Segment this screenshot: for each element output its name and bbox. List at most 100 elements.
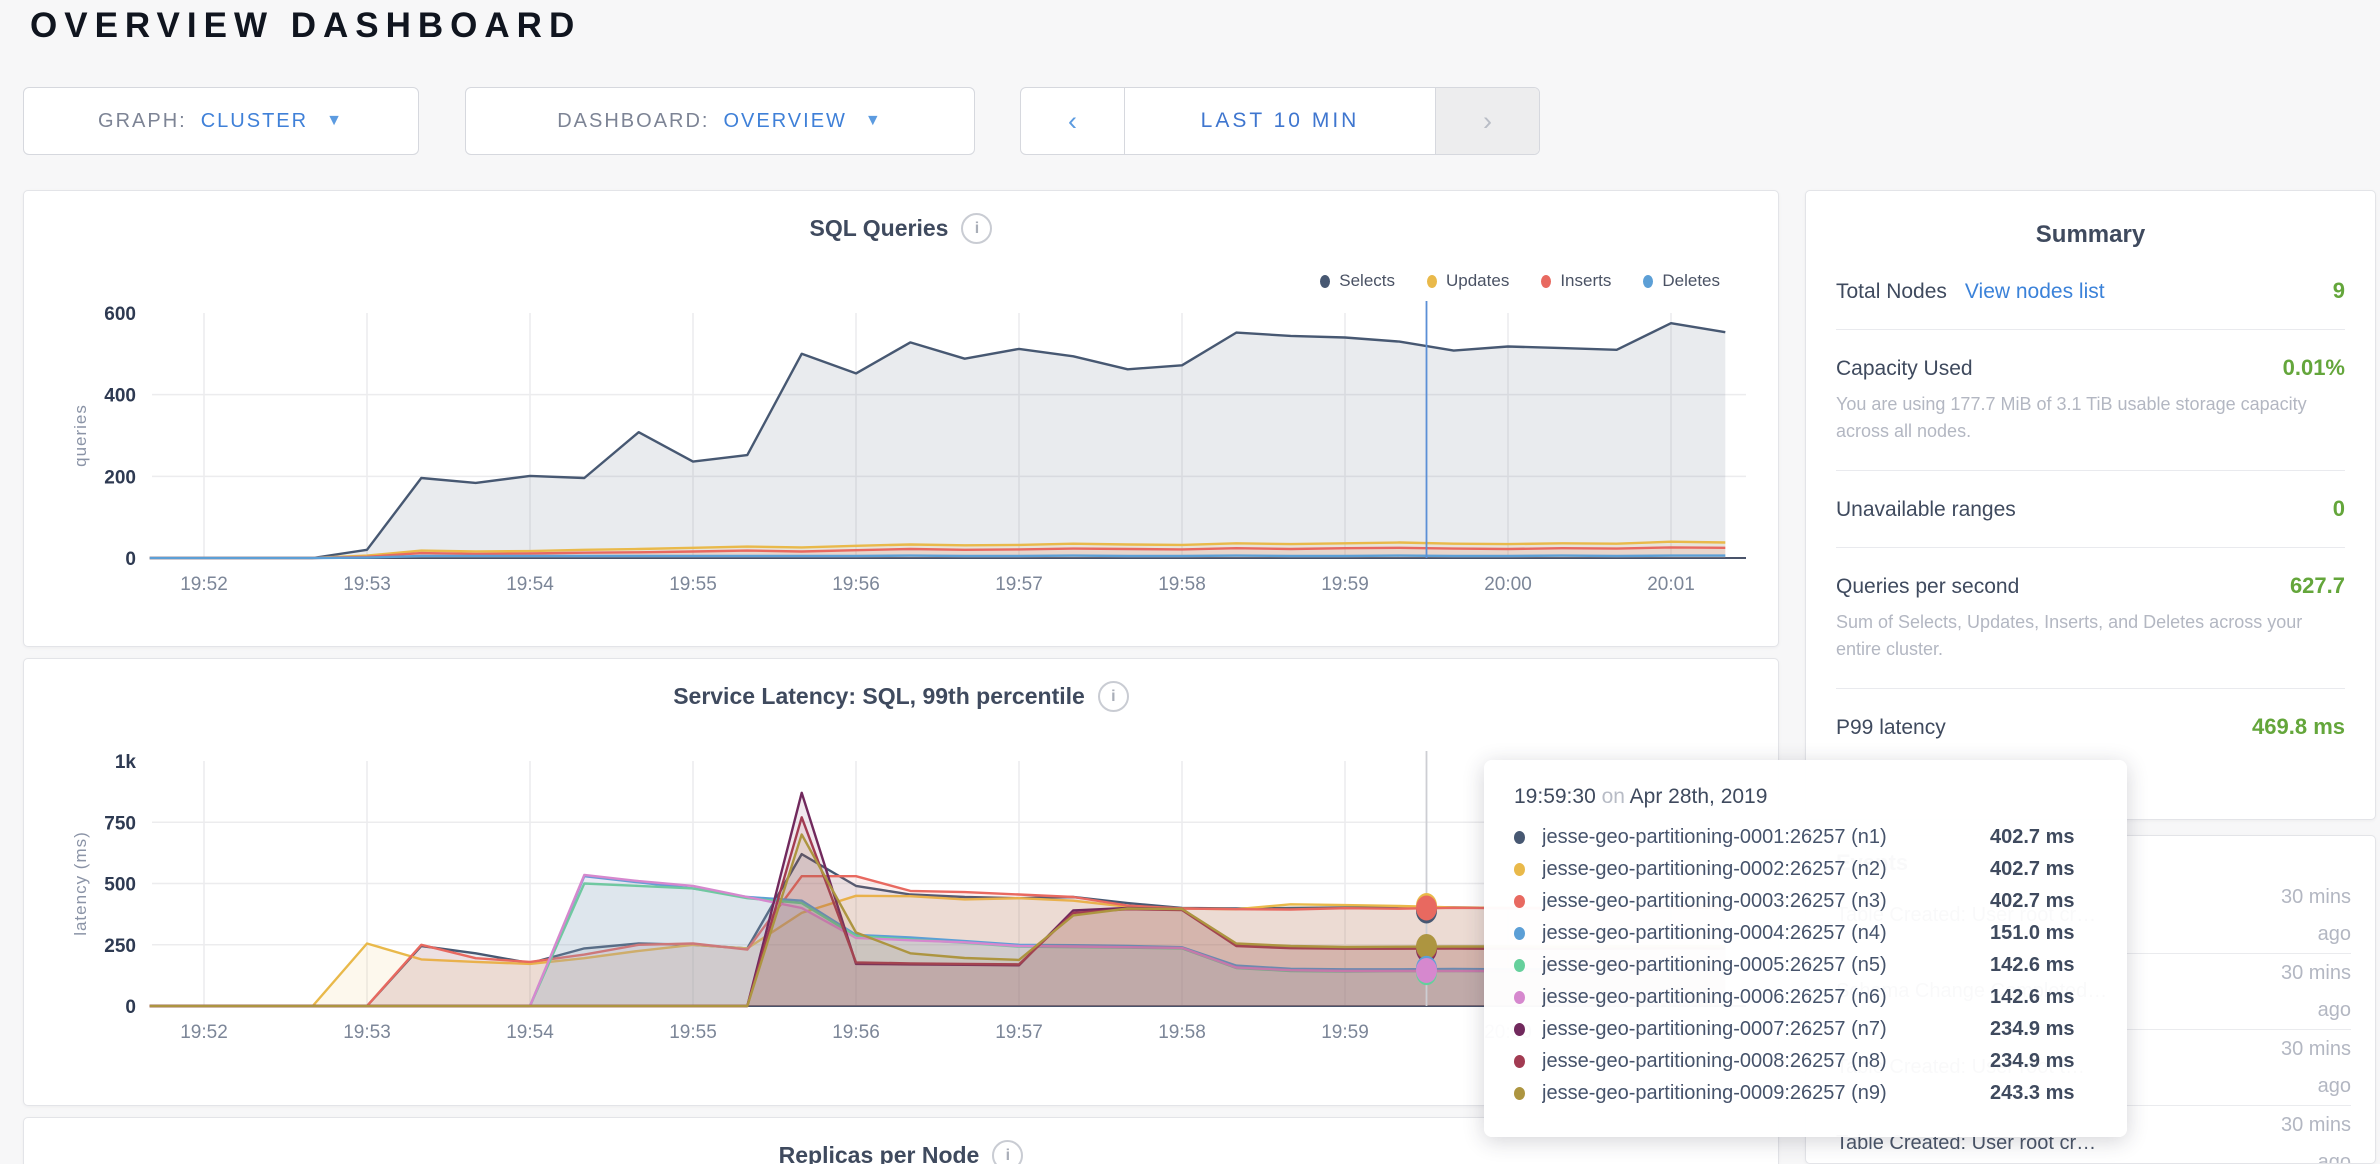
info-icon[interactable]: i <box>1097 681 1129 712</box>
x-tick-label: 19:56 <box>832 1022 880 1043</box>
legend-item-deletes[interactable]: Deletes <box>1643 271 1720 291</box>
tooltip-rows: jesse-geo-partitioning-0001:26257 (n1) 40… <box>1514 821 2097 1109</box>
view-nodes-list-link[interactable]: View nodes list <box>1964 280 2105 303</box>
legend-item-inserts[interactable]: Inserts <box>1541 271 1611 291</box>
summary-row: Total Nodes View nodes list 9 <box>1836 253 2345 330</box>
service-latency-chart[interactable]: 19:52 19:53 19:54 19:55 19:56 19:57 19:58 19:59… <box>24 659 1780 1107</box>
summary-row-value: 0.01% <box>2282 355 2345 380</box>
series-line <box>149 554 1726 560</box>
graph-dropdown[interactable]: GRAPH: CLUSTER ▼ <box>23 87 419 155</box>
x-tick-label: 19:52 <box>180 1022 228 1043</box>
legend-dot-icon <box>1541 274 1552 288</box>
tooltip-node-value: 234.9 ms <box>1990 1017 2075 1040</box>
legend-dot-icon <box>1320 274 1331 288</box>
x-tick-label: 19:58 <box>1158 574 1206 595</box>
x-tick-label: 19:59 <box>1321 574 1369 595</box>
summary-row-head: Capacity Used 0.01% <box>1836 355 2345 381</box>
sql-queries-title: SQL Queries <box>809 215 949 241</box>
chevron-down-icon: ▼ <box>326 112 344 129</box>
info-icon[interactable]: i <box>992 1140 1024 1164</box>
y-tick-label: 400 <box>104 386 136 407</box>
tooltip-node-row: jesse-geo-partitioning-0005:26257 (n5) 14… <box>1514 949 2097 981</box>
tooltip-node-row: jesse-geo-partitioning-0006:26257 (n6) 14… <box>1514 981 2097 1013</box>
summary-row-head: Total Nodes View nodes list 9 <box>1836 278 2345 304</box>
x-tick-label: 19:53 <box>343 1022 391 1043</box>
series-line <box>149 833 1726 1008</box>
summary-row: P99 latency 469.8 ms <box>1836 689 2345 765</box>
summary-row-label: Unavailable ranges <box>1836 498 2016 521</box>
series-dot-icon <box>1514 830 1525 844</box>
chevron-down-icon: ▼ <box>864 112 883 129</box>
tooltip-date: Apr 28th, 2019 <box>1629 785 1768 808</box>
tooltip-node-value: 142.6 ms <box>1990 953 2075 976</box>
summary-row-label: Total Nodes <box>1836 280 1947 303</box>
sql-queries-title-row: SQL Queries i <box>24 213 1778 244</box>
tooltip-node-name: jesse-geo-partitioning-0009:26257 (n9) <box>1542 1081 1887 1104</box>
dashboard-dropdown[interactable]: DASHBOARD: OVERVIEW ▼ <box>465 87 975 155</box>
summary-row-value: 0 <box>2332 496 2345 521</box>
graph-dropdown-value: CLUSTER <box>200 109 309 132</box>
series-line <box>149 540 1726 560</box>
legend-label: Inserts <box>1560 271 1612 290</box>
series-line <box>149 874 1726 1008</box>
summary-row-head: Unavailable ranges 0 <box>1836 496 2345 522</box>
x-tick-label: 19:55 <box>669 574 717 595</box>
tooltip-node-row: jesse-geo-partitioning-0007:26257 (n7) 23… <box>1514 1013 2097 1045</box>
y-tick-label: 1k <box>115 752 137 773</box>
tooltip-node-value: 402.7 ms <box>1990 889 2075 912</box>
series-area <box>149 323 1726 558</box>
series-dot-icon <box>1514 1086 1525 1100</box>
x-tick-label: 19:53 <box>343 574 391 595</box>
x-tick-label: 19:57 <box>995 574 1043 595</box>
tooltip-time: 19:59:30 <box>1514 785 1596 808</box>
legend-label: Selects <box>1339 271 1395 290</box>
tooltip-node-value: 151.0 ms <box>1990 921 2075 944</box>
time-window-value[interactable]: LAST 10 MIN <box>1200 109 1360 132</box>
event-timestamp: 30 mins ago <box>2280 1037 2351 1097</box>
tooltip-node-name: jesse-geo-partitioning-0004:26257 (n4) <box>1542 921 1887 944</box>
time-window-prev-button[interactable]: ‹ <box>1021 88 1125 154</box>
tooltip-node-value: 402.7 ms <box>1990 857 2075 880</box>
info-icon[interactable]: i <box>961 213 993 244</box>
summary-row-label: Capacity Used <box>1836 357 1973 380</box>
summary-row: Unavailable ranges 0 <box>1836 471 2345 548</box>
y-tick-label: 0 <box>125 997 136 1018</box>
series-area <box>149 792 1726 1006</box>
summary-row: Queries per second 627.7 Sum of Selects, U… <box>1836 548 2345 689</box>
tooltip-node-row: jesse-geo-partitioning-0001:26257 (n1) 40… <box>1514 821 2097 853</box>
series-dot-icon <box>1514 958 1525 972</box>
series-dot-icon <box>1514 990 1525 1004</box>
summary-row-label: P99 latency <box>1836 716 1946 739</box>
legend-item-updates[interactable]: Updates <box>1427 271 1509 291</box>
legend-dot-icon <box>1643 274 1654 288</box>
dashboard-dropdown-value: OVERVIEW <box>723 109 847 132</box>
tooltip-on: on <box>1601 785 1625 808</box>
legend-item-selects[interactable]: Selects <box>1320 271 1395 291</box>
tooltip-timestamp: 19:59:30 on Apr 28th, 2019 <box>1514 785 2097 809</box>
tooltip-node-name: jesse-geo-partitioning-0007:26257 (n7) <box>1542 1017 1887 1040</box>
service-latency-title-row: Service Latency: SQL, 99th percentile i <box>24 681 1778 712</box>
event-text: Table Created: User root cr… <box>1836 1132 2097 1154</box>
crosshair-dot <box>1416 895 1437 921</box>
x-tick-label: 20:01 <box>1647 574 1695 595</box>
sql-queries-card: SQL Queries i Selects Updates Inserts Delet… <box>23 190 1779 647</box>
y-tick-label: 200 <box>104 467 136 488</box>
crosshair-dot <box>1416 933 1437 959</box>
legend-label: Deletes <box>1662 271 1720 290</box>
series-dot-icon <box>1514 862 1525 876</box>
sql-queries-chart[interactable]: 19:52 19:53 19:54 19:55 19:56 19:57 19:58 19:59… <box>24 191 1780 648</box>
time-window-next-button[interactable]: › <box>1435 88 1539 154</box>
y-tick-label: 250 <box>104 936 136 957</box>
tooltip-node-name: jesse-geo-partitioning-0008:26257 (n8) <box>1542 1049 1887 1072</box>
summary-row-head: Queries per second 627.7 <box>1836 573 2345 599</box>
summary-row-label: Queries per second <box>1836 575 2020 598</box>
summary-rows: Total Nodes View nodes list 9 Capacity Used… <box>1836 253 2345 765</box>
graph-dropdown-label: GRAPH: <box>98 109 187 132</box>
summary-row-value: 469.8 ms <box>2252 714 2345 739</box>
series-area <box>149 817 1726 1006</box>
sql-queries-legend: Selects Updates Inserts Deletes <box>1320 271 1720 291</box>
tooltip-node-value: 234.9 ms <box>1990 1049 2075 1072</box>
tooltip-node-value: 142.6 ms <box>1990 985 2075 1008</box>
summary-title: Summary <box>2035 221 2146 248</box>
series-dot-icon <box>1514 894 1525 908</box>
